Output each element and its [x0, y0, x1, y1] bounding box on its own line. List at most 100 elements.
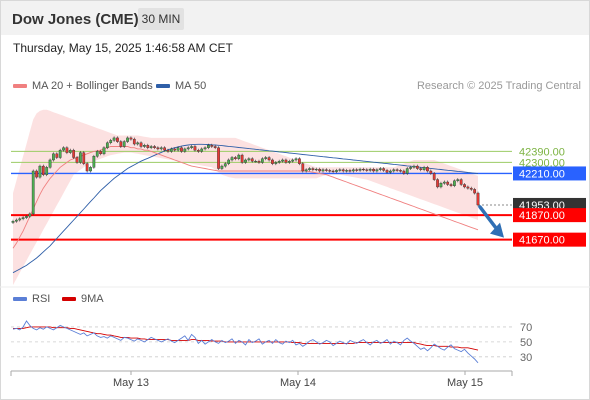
x-tick-label: May 15: [447, 377, 483, 389]
rsi-tick-label: 70: [520, 322, 532, 334]
candle: [254, 160, 257, 163]
candle: [149, 146, 153, 148]
candle: [122, 141, 126, 147]
candle: [55, 153, 59, 158]
candle: [11, 221, 15, 223]
level-box-support-1: [513, 208, 586, 223]
candle: [180, 147, 183, 152]
candle: [143, 145, 146, 147]
candle: [436, 179, 439, 188]
candle: [341, 169, 345, 172]
candle: [28, 213, 32, 217]
candle: [335, 170, 338, 172]
candle: [277, 160, 281, 163]
candle: [281, 159, 284, 162]
candle: [257, 160, 261, 163]
timeframe-badge[interactable]: 30 MIN: [138, 8, 184, 30]
level-label-support-2: 41670.00: [519, 235, 565, 247]
candle: [62, 147, 65, 151]
candle: [274, 162, 278, 164]
candle: [264, 157, 268, 159]
candle: [260, 158, 264, 163]
candle: [378, 168, 382, 170]
research-credit: Research © 2025 Trading Central: [416, 80, 581, 92]
candle: [85, 163, 89, 172]
legend-ma20: MA 20 + Bollinger Bands: [13, 80, 153, 92]
candle: [139, 142, 143, 147]
candle: [200, 148, 204, 152]
candle: [35, 170, 38, 178]
candle: [95, 151, 99, 157]
candle: [301, 163, 305, 172]
candle: [82, 152, 86, 164]
candle: [41, 165, 45, 175]
candle: [324, 169, 328, 171]
candle: [72, 149, 76, 158]
candle: [159, 147, 163, 150]
candle: [31, 170, 35, 215]
candle: [207, 145, 210, 148]
candle: [294, 158, 298, 161]
candle: [419, 168, 423, 170]
candle: [99, 151, 102, 155]
candle: [89, 167, 92, 172]
candle: [213, 146, 217, 148]
candle: [220, 165, 224, 169]
candle: [382, 168, 386, 171]
instrument-title: Dow Jones (CME): [12, 11, 139, 28]
forecast-arrow-head: [490, 222, 504, 238]
candle: [65, 147, 69, 153]
candle: [338, 169, 342, 171]
candle: [368, 168, 372, 171]
candle: [227, 159, 231, 164]
candle: [331, 170, 335, 173]
candle: [476, 192, 480, 206]
candle: [234, 157, 237, 159]
candle: [217, 147, 220, 169]
candle: [466, 186, 470, 189]
legend-rsi: RSI: [13, 293, 50, 305]
candle: [153, 146, 156, 148]
candle: [405, 168, 409, 174]
candle: [210, 145, 214, 147]
candle: [119, 141, 123, 147]
candle: [244, 159, 247, 163]
candle: [318, 168, 322, 172]
candle: [112, 137, 116, 141]
candle: [358, 168, 362, 171]
legend-ma50: MA 50: [156, 80, 206, 92]
level-box-support-2: [513, 232, 586, 247]
candle: [463, 184, 466, 188]
candle: [389, 170, 392, 173]
candle: [291, 159, 295, 162]
legend-rsi-swatch: [13, 297, 27, 302]
level-label-pivot: 42210.00: [519, 168, 565, 180]
candle: [473, 189, 477, 194]
candle: [442, 181, 446, 184]
candle: [345, 170, 348, 172]
candle: [453, 180, 456, 186]
candle: [237, 154, 241, 159]
candle: [385, 170, 389, 173]
level-label-resistance-1: 42300.00: [519, 157, 565, 169]
title-bar: Dow Jones (CME) 30 MIN: [1, 1, 589, 35]
candle: [92, 156, 96, 168]
candle: [116, 137, 119, 142]
legend-ma50-swatch: [156, 84, 170, 89]
candle: [284, 159, 288, 163]
candle: [459, 179, 463, 185]
candle: [25, 216, 28, 218]
candle: [176, 147, 180, 151]
candle: [469, 187, 473, 190]
rsi-tick-label: 50: [520, 337, 532, 349]
candle: [156, 147, 160, 150]
candle: [109, 140, 113, 144]
legend-ma50-label: MA 50: [175, 80, 207, 92]
legend-rsi9: 9MA: [62, 293, 104, 305]
candle: [223, 163, 227, 167]
legend-rsi9-label: 9MA: [81, 293, 104, 305]
legend-ma20-label: MA 20 + Bollinger Bands: [32, 80, 153, 92]
candle: [45, 167, 49, 175]
candle: [355, 169, 359, 171]
